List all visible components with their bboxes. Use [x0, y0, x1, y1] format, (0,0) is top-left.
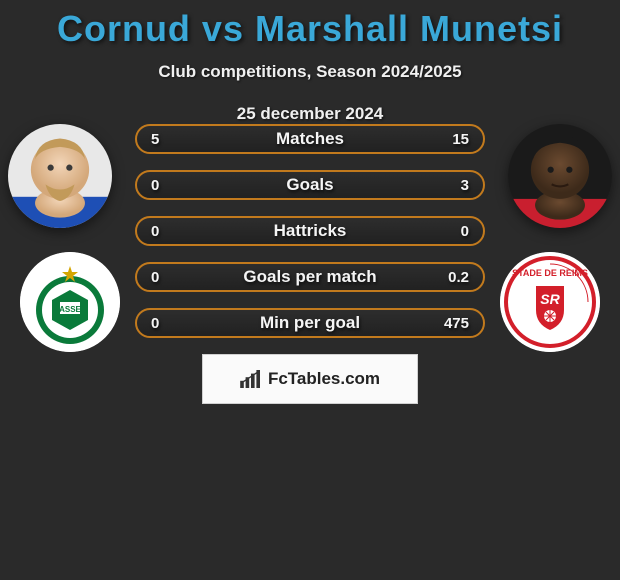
svg-text:STADE DE REIMS: STADE DE REIMS [512, 268, 588, 278]
stat-row-hattricks: 0 Hattricks 0 [135, 216, 485, 246]
stat-right-value: 475 [444, 315, 469, 332]
stat-right-value: 15 [452, 131, 469, 148]
club-right-logo: STADE DE REIMS SR [500, 252, 600, 352]
stat-left-value: 0 [151, 177, 159, 194]
stat-label: Min per goal [137, 313, 483, 333]
stat-row-goals-per-match: 0 Goals per match 0.2 [135, 262, 485, 292]
branding-text: FcTables.com [268, 369, 380, 389]
stat-left-value: 0 [151, 269, 159, 286]
stats-container: 5 Matches 15 0 Goals 3 0 Hattricks 0 0 G… [135, 124, 485, 404]
branding-box: FcTables.com [202, 354, 418, 404]
comparison-title: Cornud vs Marshall Munetsi [0, 0, 620, 50]
club-left-logo: ASSE [20, 252, 120, 352]
stat-label: Goals [137, 175, 483, 195]
stat-left-value: 5 [151, 131, 159, 148]
svg-text:SR: SR [540, 291, 560, 307]
stat-right-value: 0 [461, 223, 469, 240]
player-left-photo [8, 124, 112, 228]
date-label: 25 december 2024 [0, 104, 620, 124]
stat-row-matches: 5 Matches 15 [135, 124, 485, 154]
stat-label: Matches [137, 129, 483, 149]
stat-row-goals: 0 Goals 3 [135, 170, 485, 200]
stat-left-value: 0 [151, 315, 159, 332]
stat-row-min-per-goal: 0 Min per goal 475 [135, 308, 485, 338]
stat-label: Hattricks [137, 221, 483, 241]
subtitle: Club competitions, Season 2024/2025 [0, 62, 620, 82]
stat-left-value: 0 [151, 223, 159, 240]
chart-icon [240, 370, 262, 388]
stat-label: Goals per match [137, 267, 483, 287]
stat-right-value: 0.2 [448, 269, 469, 286]
svg-text:ASSE: ASSE [59, 305, 81, 314]
player-right-photo [508, 124, 612, 228]
stat-right-value: 3 [461, 177, 469, 194]
